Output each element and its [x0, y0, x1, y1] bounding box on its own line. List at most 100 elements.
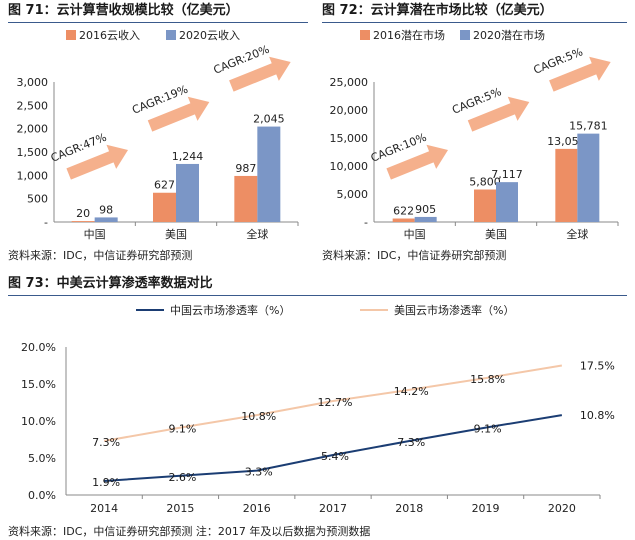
c71-data-label: 627 [154, 179, 175, 192]
c72-cagr-arrow [549, 56, 611, 92]
c72-category-label: 全球 [566, 227, 588, 241]
c71-data-label: 1,244 [172, 150, 204, 163]
c72-ytick-label: 5,000 [337, 188, 369, 201]
c73-ytick-label: 20.0% [21, 341, 56, 354]
figure-73-title: 图 73：中美云计算渗透率数据对比 [8, 276, 213, 291]
c71-ytick-label: 1,500 [17, 146, 49, 159]
c72-category-label: 美国 [485, 228, 507, 241]
c71-cagr-arrow-shape [229, 56, 291, 92]
c71-data-label: 987 [235, 162, 256, 175]
c71-bar [71, 221, 95, 222]
c73-x-label: 2017 [319, 502, 347, 515]
c71-ytick-label: 2,000 [17, 123, 49, 136]
figure-71-title: 图 71：云计算营收规模比较（亿美元） [8, 3, 239, 18]
figure-73: 图 73：中美云计算渗透率数据对比 中国云市场渗透率（%） 美国云市场渗透率（%）… [8, 273, 627, 540]
c72-cagr-arrow-shape [467, 96, 530, 132]
c72-data-label: 905 [415, 203, 436, 216]
c73-ytick-label: 0.0% [28, 489, 56, 502]
c73-data-label: 7.3% [397, 436, 425, 449]
c71-cagr-arrow [147, 96, 210, 132]
c71-ytick-label: 500 [27, 193, 48, 206]
c72-cagr-arrow [386, 144, 449, 180]
c73-series-line-1 [103, 364, 563, 442]
c73-ytick-label: 5.0% [28, 452, 56, 465]
c72-ytick-label: 25,000 [330, 76, 369, 89]
c73-ytick-label: 10.0% [21, 415, 56, 428]
c72-data-label: 7,117 [491, 168, 523, 181]
c72-bar [577, 133, 600, 222]
c73-x-label: 2014 [90, 502, 118, 515]
c73-x-label: 2019 [472, 502, 500, 515]
c71-cagr-arrow-shape [66, 144, 129, 180]
c72-bar [414, 216, 437, 222]
c73-data-label: 5.4% [321, 450, 349, 463]
c71-bar [153, 192, 176, 222]
c73-data-label: 1.9% [92, 476, 120, 489]
c72-data-label: 13,058 [547, 135, 586, 148]
c72-ytick-label: 15,000 [330, 132, 369, 145]
c72-legend-swatch-0 [360, 30, 370, 40]
c71-category-label: 美国 [165, 228, 187, 241]
c72-data-label: 5,800 [469, 176, 501, 189]
c73-data-label: 15.8% [470, 373, 505, 386]
c72-bar [555, 148, 578, 222]
figure-72-rule [322, 22, 627, 23]
c73-data-label: 9.1% [168, 423, 196, 436]
c72-bar [392, 218, 415, 222]
c73-data-label: 17.5% [580, 360, 615, 373]
c72-bar [474, 189, 496, 222]
chart-71: 2016云收入 2020云收入 - 500 1,000 1,500 2,000 2,500 3,… [17, 28, 299, 241]
c72-cagr-arrow [467, 96, 530, 132]
chart-72: 2016潜在市场 2020潜在市场 - 5,000 10,000 15,000 20,000… [330, 28, 619, 241]
c73-data-label: 3.3% [245, 466, 273, 479]
c71-ytick-label: - [44, 216, 48, 229]
figure-71: 图 71：云计算营收规模比较（亿美元） 2016云收入 2020云收入 - 500 1,… [8, 0, 308, 265]
c73-data-label: 7.3% [92, 436, 120, 449]
c71-category-label: 全球 [246, 227, 268, 241]
c73-series-line-0 [104, 414, 563, 482]
c73-x-label: 2020 [548, 502, 576, 515]
c72-ytick-label: 10,000 [330, 160, 369, 173]
c72-legend-swatch-1 [460, 30, 470, 40]
c73-x-label: 2016 [243, 502, 271, 515]
c71-ytick-label: 1,000 [17, 169, 49, 182]
c71-ytick-label: 2,500 [17, 99, 49, 112]
c73-data-label: 12.7% [318, 396, 353, 409]
c71-bar [257, 126, 281, 222]
c71-category-label: 中国 [84, 228, 106, 241]
c72-cagr-arrow-shape [549, 56, 611, 92]
figure-71-source: 资料来源：IDC，中信证券研究部预测 [8, 249, 193, 262]
c71-cagr-arrow-shape [147, 96, 210, 132]
c73-ytick-label: 15.0% [21, 378, 56, 391]
figure-72: 图 72：云计算潜在市场比较（亿美元） 2016潜在市场 2020潜在市场 - 5,0… [322, 0, 627, 265]
c71-data-label: 2,045 [253, 113, 285, 126]
c71-bar [176, 163, 199, 222]
figure-72-title: 图 72：云计算潜在市场比较（亿美元） [322, 3, 553, 18]
c72-legend-label-0: 2016潜在市场 [373, 28, 445, 42]
figure-71-rule [8, 22, 308, 23]
c71-data-label: 98 [99, 203, 113, 216]
c72-data-label: 15,781 [569, 120, 608, 133]
c71-bar [234, 175, 258, 222]
c73-data-label: 2.6% [168, 471, 196, 484]
c72-legend-label-1: 2020潜在市场 [473, 28, 545, 42]
c71-bar [94, 217, 118, 222]
c72-data-label: 622 [393, 205, 414, 218]
c73-data-label: 10.8% [241, 410, 276, 423]
chart-73: 中国云市场渗透率（%） 美国云市场渗透率（%） 0.0% 5.0% 10.0% 15.0%… [21, 303, 615, 515]
c71-legend-swatch-1 [166, 30, 176, 40]
c72-ytick-label: 20,000 [330, 104, 369, 117]
c73-data-label: 9.1% [474, 423, 502, 436]
figure-73-rule [8, 295, 627, 296]
c73-legend-label-0: 中国云市场渗透率（%） [170, 303, 290, 317]
c71-cagr-arrow [229, 56, 291, 92]
c72-bar [496, 182, 518, 222]
c71-data-label: 20 [76, 207, 90, 220]
figure-73-source: 资料来源：IDC，中信证券研究部预测 注：2017 年及以后数据为预测数据 [8, 525, 371, 538]
c72-category-label: 中国 [404, 228, 426, 241]
c73-legend-label-1: 美国云市场渗透率（%） [394, 303, 514, 317]
c71-ytick-label: 3,000 [17, 76, 49, 89]
c73-x-label: 2018 [395, 502, 423, 515]
c73-data-label: 10.8% [580, 409, 615, 422]
c72-cagr-arrow-shape [386, 144, 449, 180]
